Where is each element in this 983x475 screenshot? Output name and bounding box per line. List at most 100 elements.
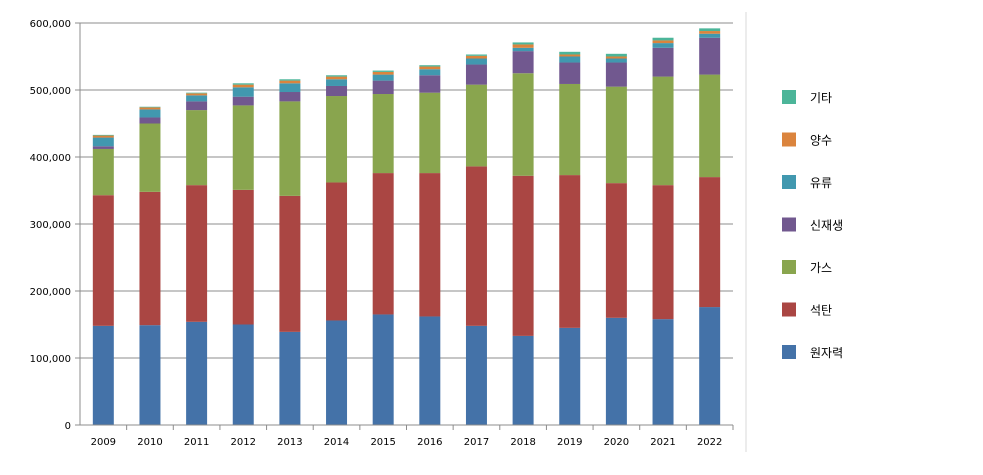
x-tick-label: 2022 — [697, 437, 722, 448]
bar-segment — [512, 335, 534, 425]
y-tick-label: 400,000 — [30, 153, 71, 164]
y-tick-label: 300,000 — [30, 220, 71, 231]
bar-segment — [326, 79, 348, 86]
bar-segment — [465, 58, 487, 65]
bar-segment — [699, 31, 721, 34]
bar-segment — [419, 316, 441, 425]
x-tick-label: 2016 — [417, 437, 442, 448]
bar-segment — [232, 324, 254, 425]
bar-segment — [652, 76, 674, 186]
y-tick-label: 600,000 — [30, 19, 71, 30]
legend-swatch — [782, 302, 796, 317]
bar-segment — [326, 96, 348, 183]
x-tick-label: 2018 — [510, 437, 535, 448]
bar-segment — [372, 74, 394, 81]
bar-segment — [465, 54, 487, 56]
bar-segment — [512, 175, 534, 336]
bar-segment — [605, 317, 627, 425]
bar-segment — [605, 58, 627, 63]
y-tick-label: 500,000 — [30, 86, 71, 97]
bar-segment — [512, 47, 534, 52]
bar-segment — [92, 195, 114, 326]
bar-segment — [232, 84, 254, 88]
bar-segment — [699, 37, 721, 75]
bar-segment — [652, 319, 674, 425]
bar-segment — [699, 74, 721, 178]
bar-segment — [652, 47, 674, 77]
legend-label: 유류 — [810, 176, 832, 190]
bar-segment — [559, 51, 581, 55]
bar-segment — [92, 146, 114, 149]
bar-segment — [326, 85, 348, 97]
legend-label: 신재생 — [810, 219, 843, 233]
bar-segment — [186, 185, 208, 322]
bar-segment — [699, 177, 721, 308]
x-tick-label: 2010 — [137, 437, 162, 448]
x-tick-label: 2009 — [91, 437, 116, 448]
bar-segment — [372, 70, 394, 72]
bar-segment — [139, 117, 161, 124]
x-tick-label: 2013 — [277, 437, 302, 448]
gridlines — [80, 22, 733, 359]
bar-segment — [559, 175, 581, 328]
legend-label: 원자력 — [810, 346, 843, 360]
bar-segment — [652, 40, 674, 44]
x-tick-label: 2014 — [324, 437, 349, 448]
bar-segment — [699, 33, 721, 38]
bar-segment — [652, 43, 674, 48]
legend-label: 가스 — [810, 261, 832, 275]
bar-segment — [465, 55, 487, 59]
bar-segment — [372, 80, 394, 95]
bar-segment — [559, 83, 581, 176]
bar-segment — [326, 320, 348, 425]
bar-segment — [465, 84, 487, 167]
bar-segment — [279, 79, 301, 81]
bar-segment — [186, 321, 208, 425]
bar-segment — [419, 65, 441, 67]
bar-segment — [279, 80, 301, 84]
x-tick-label: 2017 — [464, 437, 489, 448]
bar-segment — [512, 42, 534, 45]
bar-segment — [139, 191, 161, 326]
bar-segment — [372, 94, 394, 174]
bar-segment — [186, 92, 208, 94]
bar-segment — [279, 195, 301, 332]
bar-segment — [92, 135, 114, 138]
bar-segment — [419, 173, 441, 317]
bar-segment — [372, 314, 394, 425]
bar-segment — [465, 166, 487, 326]
legend-swatch — [782, 345, 796, 359]
legend-swatch — [782, 217, 796, 232]
legend-swatch — [782, 132, 796, 147]
bar-segment — [139, 106, 161, 108]
bar-segment — [512, 51, 534, 74]
bar-segment — [326, 75, 348, 77]
y-tick-label: 200,000 — [30, 287, 71, 298]
bar-segment — [605, 183, 627, 318]
bar-segment — [186, 110, 208, 186]
bar-segment — [559, 54, 581, 57]
bar-segment — [512, 73, 534, 176]
bar-segment — [465, 64, 487, 85]
bar-segment — [139, 109, 161, 118]
bar-segment — [699, 307, 721, 425]
bar-segment — [419, 69, 441, 76]
bar-segment — [186, 101, 208, 111]
bar-segment — [326, 76, 348, 80]
legend-label: 양수 — [810, 134, 832, 148]
bar-segment — [372, 173, 394, 315]
legend-swatch — [782, 90, 796, 104]
bar-segment — [279, 331, 301, 425]
bar-segment — [139, 325, 161, 425]
x-tick-label: 2015 — [370, 437, 395, 448]
legend-swatch — [782, 175, 796, 189]
bar-segment — [92, 134, 114, 136]
x-tick-label: 2021 — [650, 437, 675, 448]
bar-segment — [372, 71, 394, 75]
bars — [92, 28, 721, 425]
bar-segment — [139, 107, 161, 110]
y-tick-label: 0 — [65, 421, 71, 432]
